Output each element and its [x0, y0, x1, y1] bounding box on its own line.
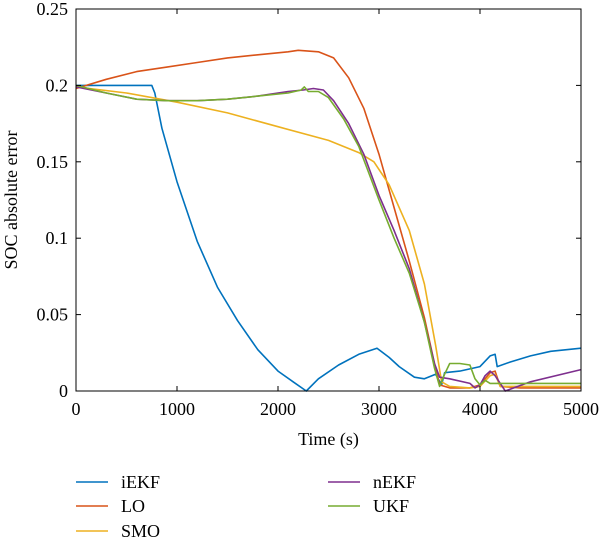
series-line-lo — [75, 49, 581, 389]
y-tick-label: 0.05 — [37, 305, 69, 325]
legend-label-nekf: nEKF — [373, 472, 416, 492]
axes-box — [75, 8, 582, 392]
x-tick-label: 4000 — [462, 399, 498, 419]
y-tick-label: 0.15 — [37, 152, 69, 172]
axes-frame — [75, 8, 582, 392]
y-axis-title: SOC absolute error — [1, 131, 21, 270]
x-tick-label: 3000 — [361, 399, 397, 419]
series-line-smo — [75, 86, 581, 389]
series-line-nekf — [75, 86, 582, 392]
x-tick-label: 5000 — [563, 399, 599, 419]
y-tick-label: 0.2 — [46, 75, 69, 95]
x-axis-title: Time (s) — [298, 429, 359, 450]
legend-label-lo: LO — [121, 496, 145, 516]
y-tick-label: 0 — [59, 381, 68, 401]
legend-label-iekf: iEKF — [121, 472, 160, 492]
y-tick-label: 0.25 — [37, 0, 69, 19]
series-line-ukf — [75, 84, 581, 388]
series-line-iekf — [76, 84, 582, 392]
series-layer — [75, 49, 582, 392]
x-tick-label: 1000 — [159, 399, 195, 419]
x-tick-label: 2000 — [260, 399, 296, 419]
x-tick-label: 0 — [72, 399, 81, 419]
y-tick-label: 0.1 — [46, 228, 69, 248]
legend-label-ukf: UKF — [373, 496, 409, 516]
legend-label-smo: SMO — [121, 521, 160, 541]
legend: iEKF LO SMO nEKF UKF — [76, 472, 416, 541]
ticks-layer: 0 1000 2000 3000 4000 5000 0 0.05 0.1 0.15 0.2 0.25 — [37, 0, 600, 419]
